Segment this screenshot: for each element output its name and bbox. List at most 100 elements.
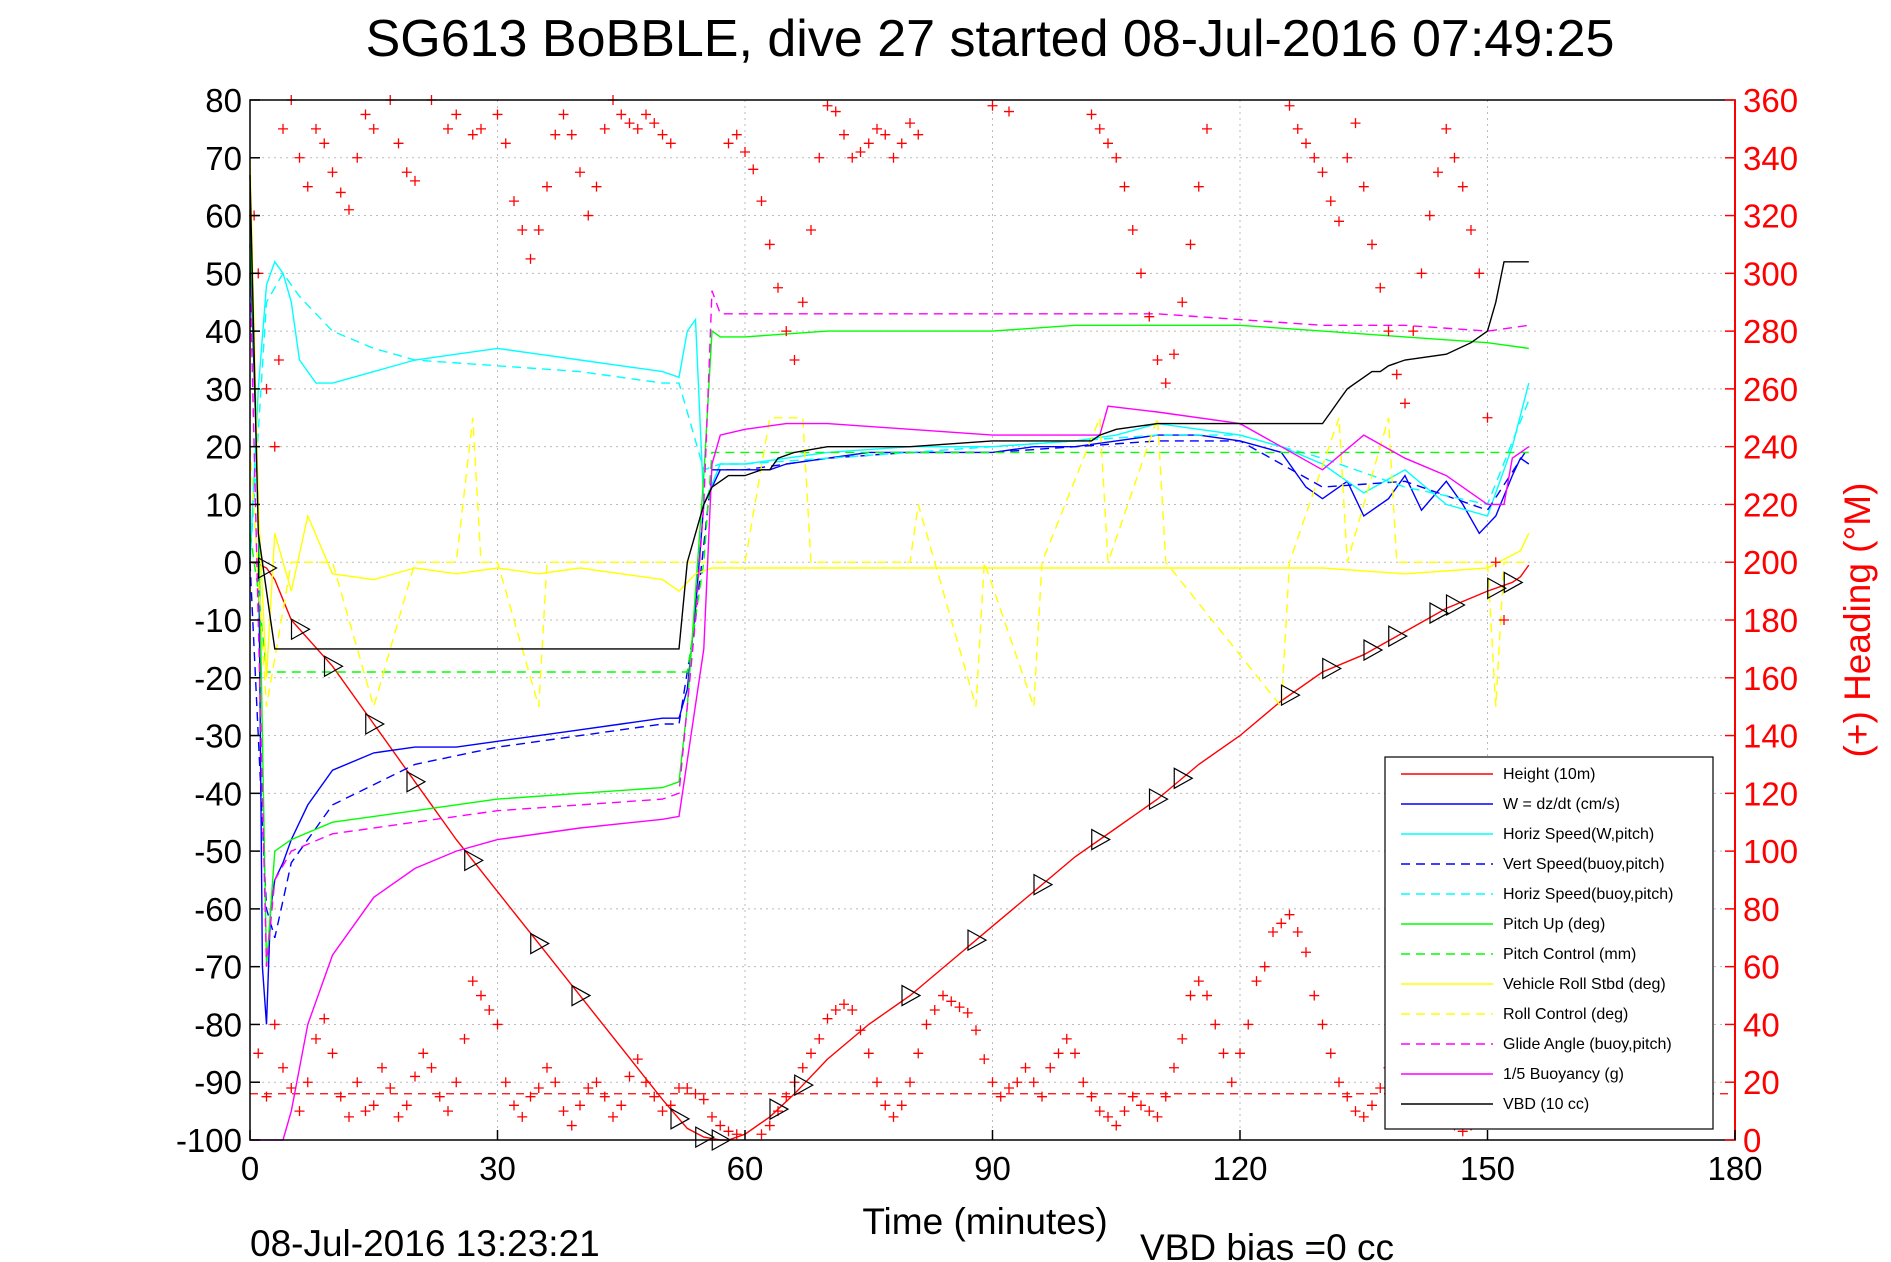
heading-markers [249,95,1509,1140]
triangle-marker [530,932,550,955]
y2-tick-label: 180 [1743,602,1798,639]
heading-marker [1391,369,1402,380]
heading-marker [1325,196,1336,207]
heading-marker [542,181,552,192]
heading-marker [1103,138,1113,149]
heading-marker [814,152,825,163]
heading-marker [443,1106,453,1117]
heading-marker [533,225,544,235]
y2-tick-label: 140 [1743,718,1798,755]
series-line-9 [249,417,1529,710]
heading-marker [467,129,478,140]
heading-marker [1358,1111,1369,1122]
y2-tick-label: 340 [1743,140,1798,177]
y-tick-label: 40 [205,313,242,350]
triangle-marker [1445,593,1466,616]
heading-marker [1292,123,1303,134]
heading-marker [311,123,321,134]
heading-marker [1284,100,1295,111]
x-tick-label: 30 [479,1150,516,1187]
heading-marker [319,1013,330,1024]
heading-marker [558,109,569,120]
heading-marker [723,138,734,149]
heading-marker [1169,349,1179,360]
heading-marker [443,123,453,134]
y-tick-label: -80 [194,1006,242,1043]
heading-marker [1012,1077,1023,1088]
heading-marker [1169,1062,1179,1073]
heading-marker [476,990,486,1001]
triangle-marker [1429,602,1450,625]
heading-marker [764,1120,775,1131]
heading-marker [484,1005,495,1015]
heading-marker [1482,412,1493,423]
heading-marker [624,118,635,129]
series-line-3 [249,260,1530,563]
heading-marker [1193,976,1204,987]
series-line-12 [249,175,1529,650]
y-tick-label: 80 [205,82,242,119]
y2-tick-label: 360 [1743,82,1798,119]
heading-marker [1268,927,1278,937]
heading-marker [1383,326,1394,337]
heading-marker [352,152,363,163]
heading-marker [814,1033,825,1044]
heading-marker [880,129,891,140]
heading-marker [377,1062,387,1073]
heading-marker [294,1106,305,1117]
y2-tick-label: 220 [1743,486,1798,523]
heading-marker [410,1071,420,1082]
x-axis: 0 30 60 90 120 150 180 [241,1130,1763,1187]
y2-tick-label: 160 [1743,660,1798,697]
heading-marker [253,1048,264,1059]
y2-tick-label: 280 [1743,313,1798,350]
heading-marker [1004,1083,1014,1093]
heading-marker [1367,239,1377,250]
heading-marker [599,1091,610,1102]
heading-marker [261,1091,272,1102]
heading-marker [1193,181,1204,192]
heading-marker [1086,109,1097,120]
legend-label: Vehicle Roll Stbd (deg) [1503,976,1666,993]
legend: Height (10m) W = dz/dt (cm/s) Horiz Speed(… [1384,756,1714,1130]
y-tick-label: 60 [205,198,242,235]
heading-marker [715,1120,726,1131]
heading-marker [847,152,858,163]
y2-tick-label: 200 [1743,544,1798,581]
y-tick-label: -70 [194,949,242,986]
legend-label: W = dz/dt (cm/s) [1503,796,1620,813]
heading-marker [1045,1062,1056,1073]
heading-marker [1185,239,1196,250]
heading-marker [1160,1091,1171,1102]
series-line-11 [250,405,1530,1141]
triangle-marker [1503,571,1524,594]
series-line-4 [249,440,1530,938]
heading-marker [806,1048,816,1059]
heading-marker [1111,1120,1122,1131]
legend-box [1384,756,1714,1130]
heading-marker [616,1100,627,1111]
heading-marker [1144,311,1155,322]
heading-marker [1136,1100,1146,1111]
heading-marker [1152,355,1163,365]
heading-marker [995,1091,1006,1102]
heading-marker [682,1083,693,1093]
heading-marker [649,118,660,129]
heading-marker [1235,1048,1245,1059]
heading-marker [368,1100,379,1111]
heading-marker [847,1005,858,1015]
heading-marker [1375,1083,1386,1093]
y-tick-label: -40 [194,775,242,812]
heading-marker [344,1111,354,1122]
heading-marker [550,129,561,140]
heading-marker [500,1077,511,1088]
heading-marker [1202,123,1212,134]
triangle-marker [365,712,385,736]
heading-marker [319,138,330,149]
triangle-marker [1280,684,1301,707]
heading-marker [401,1100,412,1111]
heading-marker [509,196,519,207]
heading-marker [1408,326,1419,337]
y2-tick-label: 80 [1743,891,1780,928]
heading-marker [1251,976,1262,987]
